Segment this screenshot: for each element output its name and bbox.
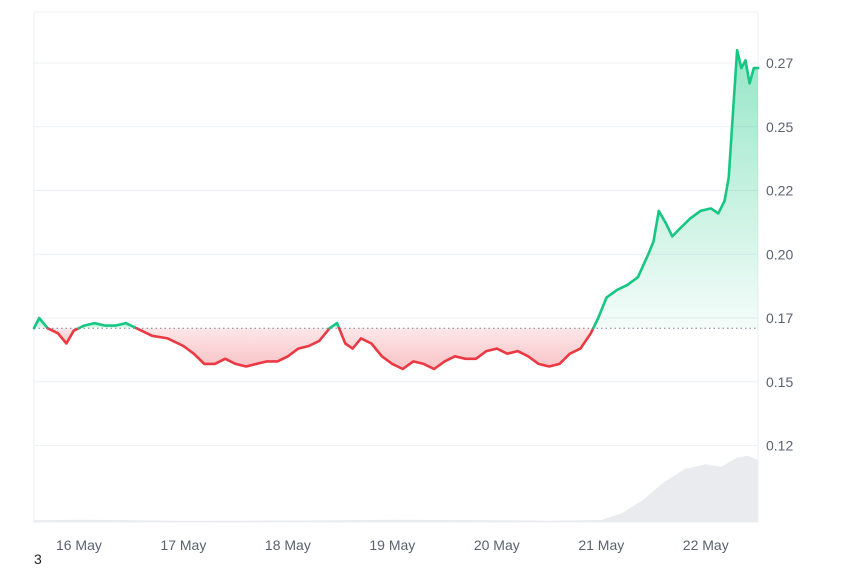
down-price-line-3 [135, 326, 331, 368]
area-layer [34, 50, 758, 369]
y-axis: 0.12 0.15 0.17 0.20 0.22 0.25 0.27 [766, 55, 793, 454]
y-tick-label: 0.20 [766, 246, 793, 262]
y-tick-label: 0.27 [766, 55, 793, 71]
down-price-line-5 [337, 326, 595, 371]
page-number: 3 [34, 551, 42, 567]
x-tick-label: 20 May [474, 537, 520, 553]
y-tick-label: 0.12 [766, 438, 793, 454]
up-price-line-0 [32, 316, 49, 330]
x-tick-label: 16 May [56, 537, 102, 553]
down-price-line-1 [46, 326, 81, 345]
down-area-3 [136, 328, 330, 367]
up-price-line-2 [77, 321, 138, 330]
x-tick-label: 19 May [369, 537, 415, 553]
x-axis: 16 May 17 May 18 May 19 May 20 May 21 May 22 M… [56, 537, 729, 553]
x-tick-label: 21 May [578, 537, 624, 553]
x-tick-label: 17 May [160, 537, 206, 553]
up-price-line-4 [328, 321, 341, 330]
x-tick-label: 22 May [683, 537, 729, 553]
y-tick-label: 0.15 [766, 374, 793, 390]
y-tick-label: 0.17 [766, 310, 793, 326]
x-tick-label: 18 May [265, 537, 311, 553]
volume-layer [34, 455, 758, 522]
up-area-6 [593, 50, 758, 329]
up-price-line-6 [592, 48, 760, 330]
line-layer [32, 48, 760, 371]
y-tick-label: 0.25 [766, 119, 793, 135]
y-tick-label: 0.22 [766, 183, 793, 199]
down-area-5 [339, 328, 594, 369]
volume-area [34, 455, 758, 522]
